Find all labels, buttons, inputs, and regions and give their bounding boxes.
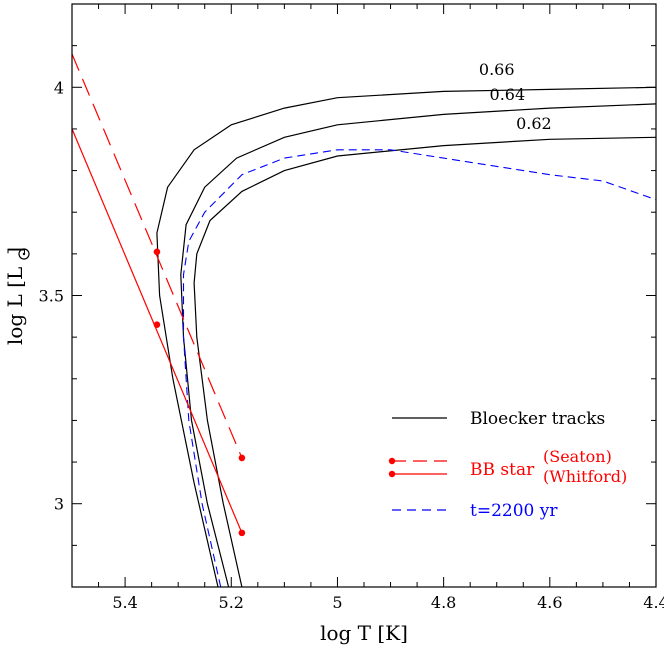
x-tick-label: 5.4 xyxy=(112,593,137,612)
x-tick-label: 4.8 xyxy=(431,593,456,612)
y-tick-label: 4 xyxy=(54,78,64,97)
bb-seaton-point xyxy=(153,248,161,256)
legend-whitford-point xyxy=(388,470,396,478)
y-axis-label: log L [L] xyxy=(3,247,30,345)
bloecker-tracks: 0.66 0.64 0.62 xyxy=(156,60,657,588)
track-line xyxy=(180,103,657,588)
axis-ticks: 5.4 5.2 5 4.8 4.6 4.4 3 3.5 4 xyxy=(39,3,664,612)
x-tick-label: 4.6 xyxy=(537,593,562,612)
legend-seaton-point xyxy=(388,457,396,465)
track-mass-label: 0.64 xyxy=(490,85,526,104)
track-line xyxy=(193,136,657,588)
bb-whitford-point xyxy=(238,529,246,537)
y-axis-label-close: ] xyxy=(3,247,27,255)
bb-whitford-point xyxy=(153,321,161,328)
y-tick-label: 3 xyxy=(54,495,64,514)
legend-whitford-label: (Whitford) xyxy=(543,467,627,486)
x-tick-label: 5 xyxy=(332,593,342,612)
x-tick-label: 5.2 xyxy=(219,593,244,612)
time-track xyxy=(182,149,657,588)
bb-star-lines xyxy=(71,53,246,537)
x-tick-label: 4.4 xyxy=(643,593,664,612)
bb-whitford-line xyxy=(71,128,243,534)
x-axis-label: log T [K] xyxy=(320,621,408,645)
legend-seaton-label: (Seaton) xyxy=(543,447,612,466)
sun-symbol xyxy=(18,248,30,260)
track-mass-label: 0.66 xyxy=(479,60,515,79)
bb-seaton-line xyxy=(71,53,243,459)
bb-seaton-point xyxy=(238,454,246,462)
legend: Bloecker tracks BB star (Seaton) (Whitfo… xyxy=(388,409,627,521)
track-mass-label: 0.62 xyxy=(516,114,552,133)
legend-time-label: t=2200 yr xyxy=(470,501,558,521)
time-track-line xyxy=(182,149,657,588)
y-axis-label-main: log L [L xyxy=(3,267,27,345)
plot-frame xyxy=(71,3,657,588)
legend-tracks-label: Bloecker tracks xyxy=(470,409,605,429)
track-line xyxy=(156,86,657,588)
y-tick-label: 3.5 xyxy=(39,287,64,306)
legend-bb-label: BB star xyxy=(470,460,535,480)
svg-text:log L [L]: log L [L] xyxy=(3,247,27,345)
